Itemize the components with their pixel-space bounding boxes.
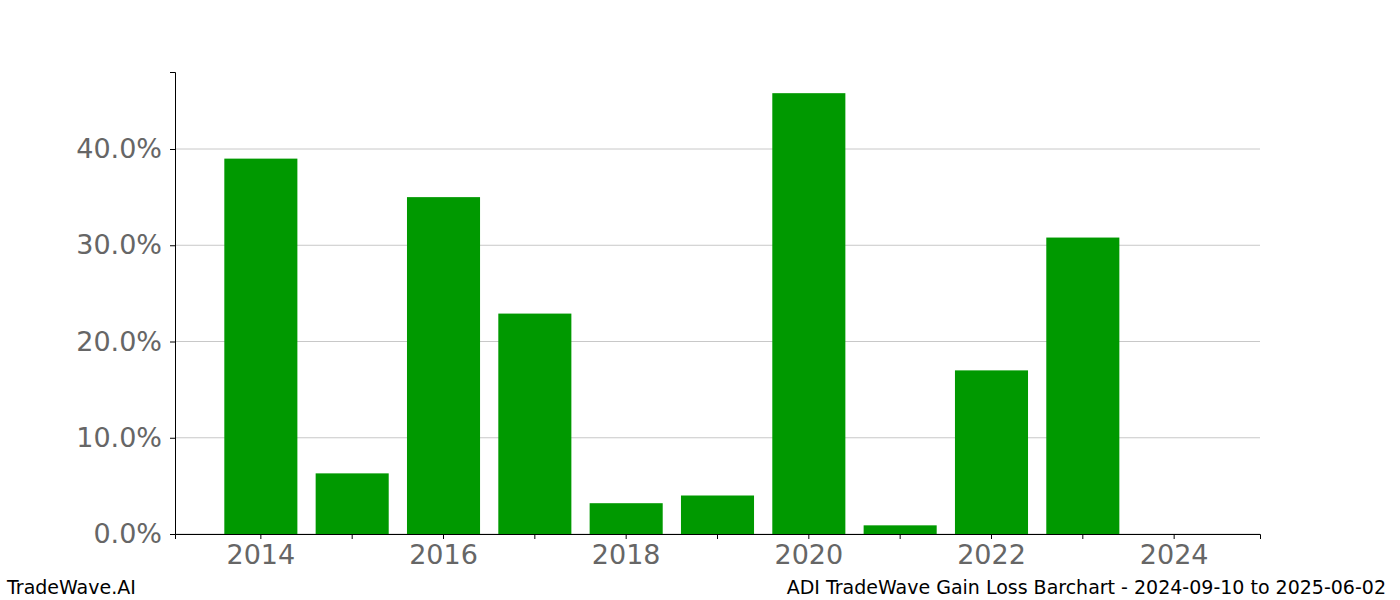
y-tick-label: 40.0% <box>76 133 162 164</box>
x-tick-mark <box>717 534 718 539</box>
annotation: ADI TradeWave Gain Loss Barchart - 2024-… <box>787 576 1386 598</box>
y-tick-mark <box>170 342 175 343</box>
x-tick <box>900 534 901 539</box>
bar <box>864 525 937 534</box>
y-tick: 20.0% <box>76 326 175 357</box>
x-tick <box>534 534 535 539</box>
bar <box>407 197 480 534</box>
y-axis: 0.0% 10.0% 20.0% 30.0% 40.0% <box>76 73 175 550</box>
y-tick-label: 30.0% <box>76 229 162 260</box>
bar <box>955 370 1028 534</box>
y-tick-mark <box>170 245 175 246</box>
x-axis-line <box>176 535 1261 540</box>
y-tick: 30.0% <box>76 229 175 260</box>
bar <box>772 93 845 534</box>
x-tick-mark <box>534 534 535 539</box>
annotation: TradeWave.AI <box>6 576 136 598</box>
x-tick: 2022 <box>957 534 1026 570</box>
x-tick-label: 2024 <box>1140 539 1209 570</box>
y-tick-mark <box>170 534 175 535</box>
x-tick-label: 2022 <box>957 539 1026 570</box>
x-tick-mark <box>900 534 901 539</box>
x-tick <box>352 534 353 539</box>
x-tick-label: 2016 <box>409 539 478 570</box>
x-tick: 2020 <box>774 534 843 570</box>
y-tick-label: 10.0% <box>76 422 162 453</box>
x-tick-label: 2014 <box>226 539 295 570</box>
bar <box>590 503 663 534</box>
x-tick-mark <box>352 534 353 539</box>
x-tick <box>717 534 718 539</box>
x-tick: 2016 <box>409 534 478 570</box>
bar <box>1046 238 1119 534</box>
x-tick: 2014 <box>226 534 295 570</box>
y-tick-mark <box>170 438 175 439</box>
chart: 0.0% 10.0% 20.0% 30.0% 40.0% 2014 2016 2018 2020… <box>0 0 1400 600</box>
x-tick-mark <box>1082 534 1083 539</box>
y-tick: 0.0% <box>93 518 175 549</box>
bar <box>224 159 297 534</box>
x-axis: 2014 2016 2018 2020 2022 2024 <box>176 534 1261 570</box>
x-tick-label: 2020 <box>774 539 843 570</box>
grid-line <box>175 149 1260 150</box>
y-tick: 10.0% <box>76 422 175 453</box>
y-tick-label: 0.0% <box>93 518 162 549</box>
y-tick: 40.0% <box>76 133 175 164</box>
bar <box>316 473 389 534</box>
y-tick-label: 20.0% <box>76 326 162 357</box>
x-tick: 2018 <box>592 534 661 570</box>
bars <box>224 93 1119 534</box>
grid <box>175 149 1260 534</box>
y-tick-mark <box>170 149 175 150</box>
bar <box>681 496 754 535</box>
y-axis-line <box>170 73 176 535</box>
x-tick-label: 2018 <box>592 539 661 570</box>
bar <box>498 314 571 534</box>
x-tick: 2024 <box>1140 534 1209 570</box>
x-tick <box>1082 534 1083 539</box>
